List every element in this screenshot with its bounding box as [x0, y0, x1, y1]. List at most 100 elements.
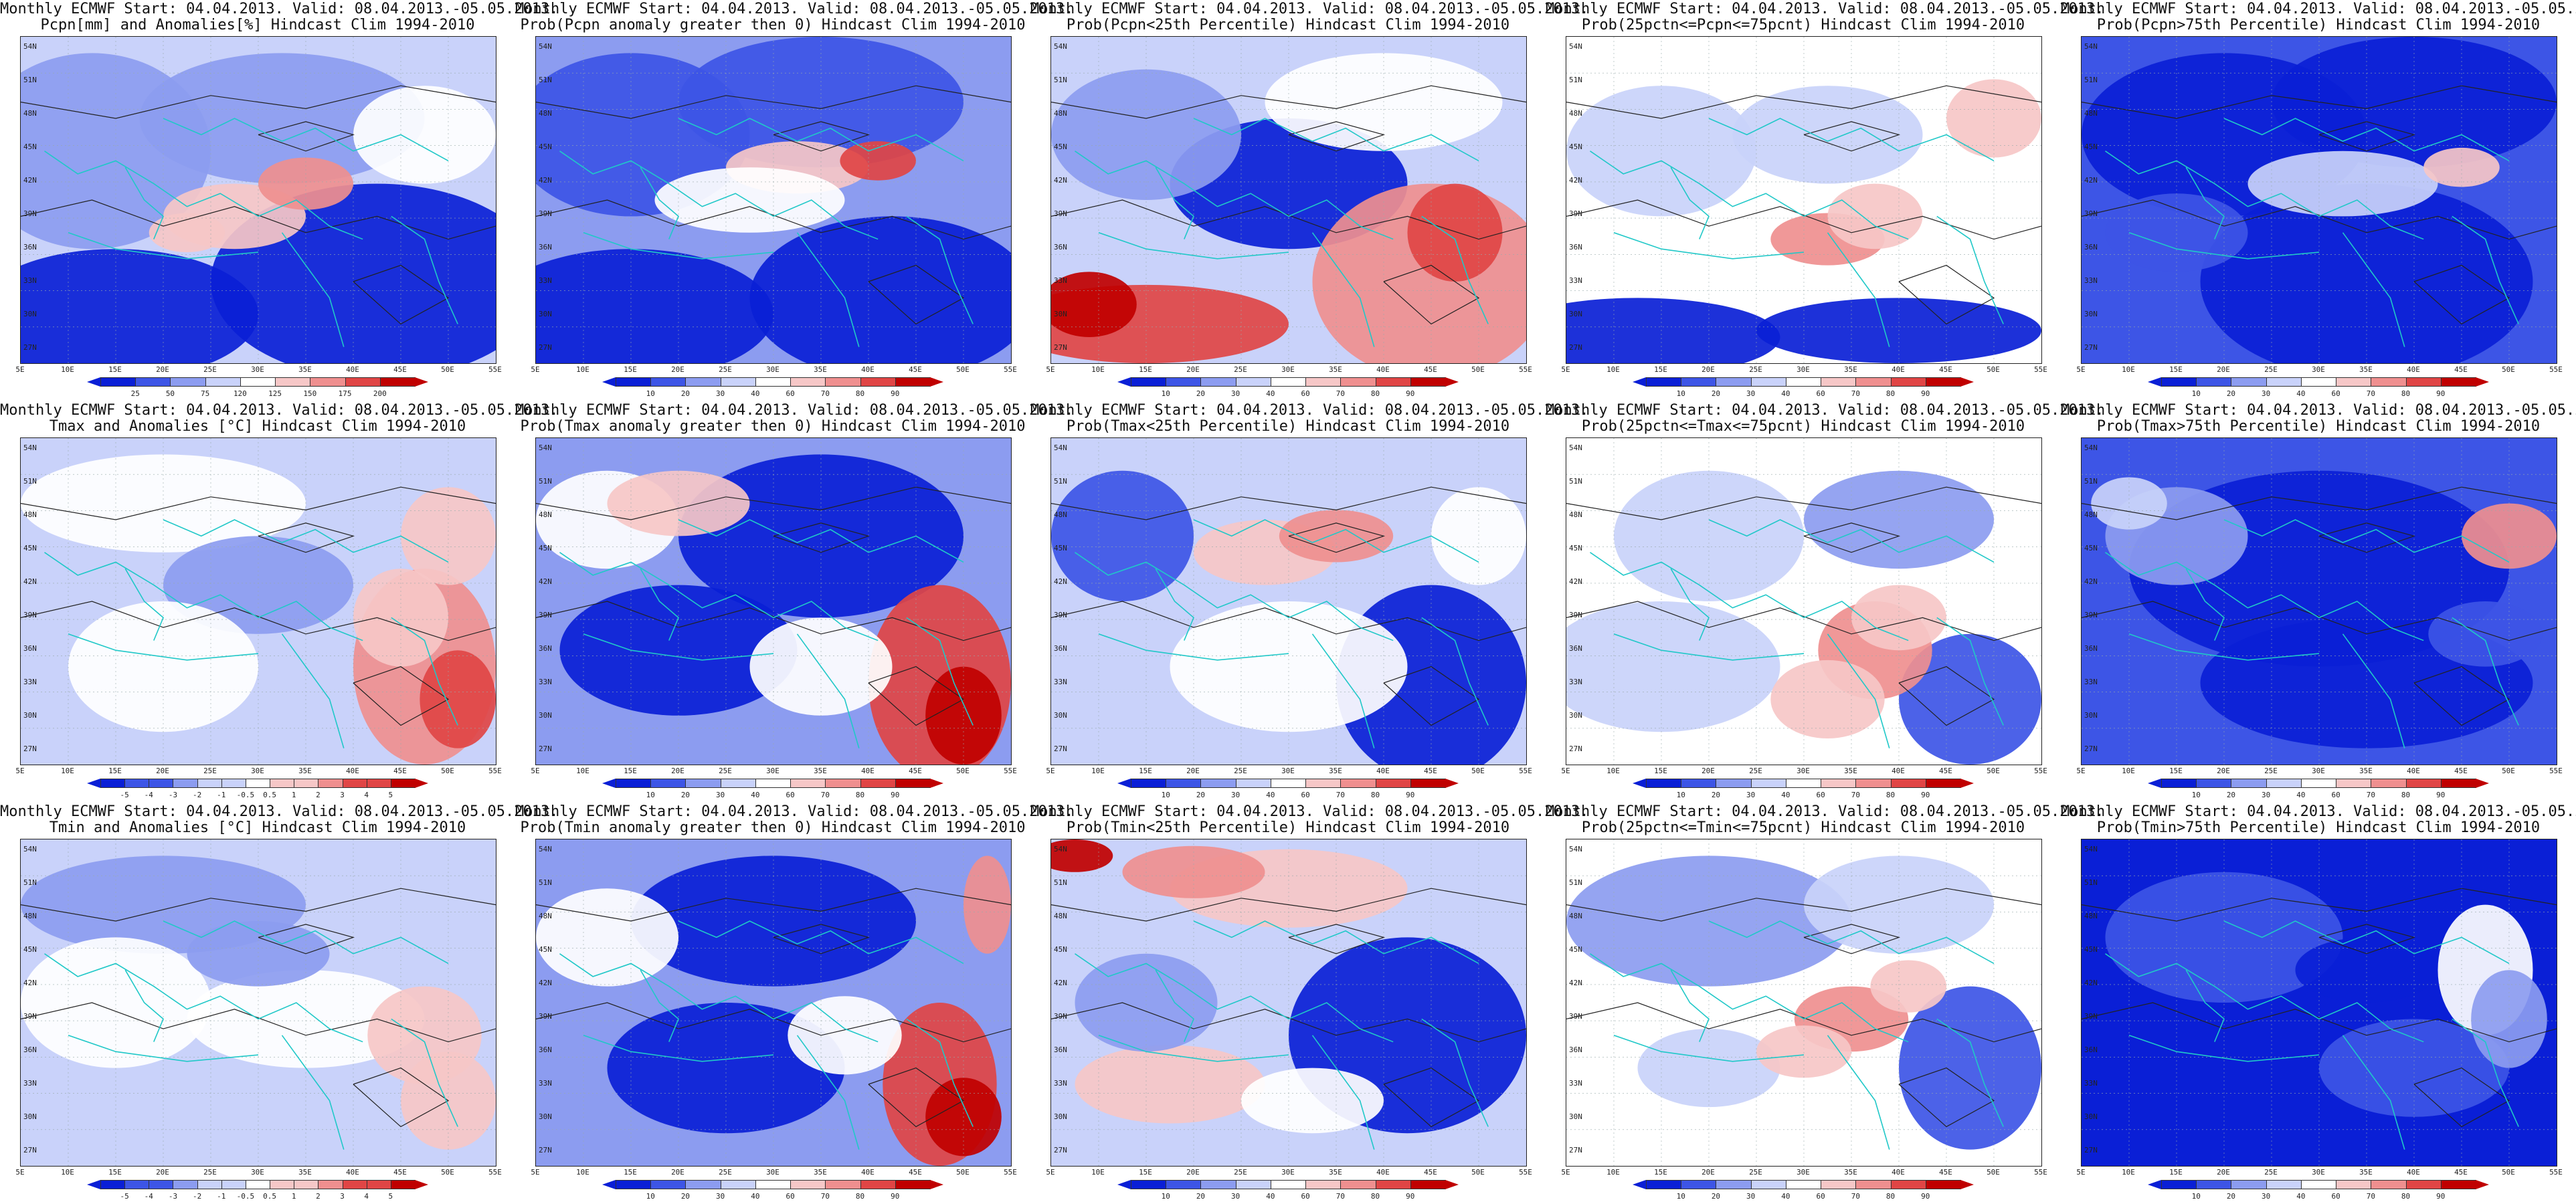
- colorbar-cell: [2161, 1180, 2197, 1189]
- colorbar-label: 20: [2226, 1192, 2236, 1201]
- lat-label: 30N: [23, 711, 37, 720]
- forecast-map: 54N 51N 48N 45N 42N 39N 36N 33N 30N 27N: [1050, 839, 1527, 1167]
- colorbar-cell: [310, 377, 346, 387]
- lon-label: 55E: [1519, 365, 1532, 374]
- colorbar-cell: [1681, 377, 1717, 387]
- colorbar-cell: [1235, 779, 1271, 788]
- lon-label: 35E: [1844, 767, 1857, 775]
- lat-label: 51N: [539, 477, 552, 486]
- lon-label: 25E: [2264, 1168, 2278, 1177]
- colorbar-cell: [720, 779, 756, 788]
- coastline: [2452, 617, 2519, 726]
- lon-label: 45E: [1939, 767, 1952, 775]
- lon-label: 30E: [1797, 767, 1810, 775]
- colorbar-cell: [2300, 377, 2337, 387]
- colorbar-cell: [755, 779, 792, 788]
- colorbar-label: 30: [1231, 1192, 1240, 1201]
- colorbar-label: 1: [291, 791, 296, 799]
- colorbar-label: 175: [338, 389, 352, 398]
- shading-blob: [2105, 193, 2248, 272]
- lat-label: 51N: [23, 76, 37, 84]
- colorbar-cell: [1681, 779, 1717, 788]
- panel-title-line2: Tmax and Anomalies [°C] Hindcast Clim 19…: [49, 418, 466, 435]
- lat-label: 27N: [1569, 343, 1582, 352]
- contour-line: [2413, 1067, 2510, 1128]
- shading-blob: [2247, 150, 2438, 217]
- lat-label: 54N: [1054, 443, 1067, 452]
- contour-line: [536, 199, 1011, 240]
- panel-title-line2: Prob(Tmin>75th Percentile) Hindcast Clim…: [2096, 819, 2541, 836]
- colorbar-label: 20: [1711, 389, 1721, 398]
- lat-label: 30N: [23, 1112, 37, 1121]
- colorbar-cell: [650, 779, 686, 788]
- panel-title-line2: Prob(25pctn<=Tmax<=75pcnt) Hindcast Clim…: [1581, 418, 2025, 435]
- shading-blob: [607, 1003, 845, 1134]
- panel-title-line2: Prob(Pcpn anomaly greater then 0) Hindca…: [520, 17, 1026, 33]
- lon-label: 35E: [2359, 1168, 2373, 1177]
- lat-label: 45N: [1054, 142, 1067, 151]
- colorbar-label: 20: [1196, 791, 1206, 799]
- lat-label: 48N: [1054, 109, 1067, 118]
- lon-label: 30E: [251, 365, 264, 374]
- lon-label: 55E: [2549, 767, 2563, 775]
- lat-label: 45N: [539, 544, 552, 553]
- colorbar-label: 30: [1231, 389, 1240, 398]
- colorbar-cell: [685, 377, 721, 387]
- lon-label: 20E: [2217, 1168, 2230, 1177]
- lon-label: 25E: [1749, 365, 1762, 374]
- lat-label: 45N: [23, 142, 37, 151]
- lat-label: 27N: [23, 343, 37, 352]
- shading-blob: [654, 167, 845, 233]
- colorbar-cell: [2231, 1180, 2267, 1189]
- lat-label: 33N: [23, 1079, 37, 1088]
- colorbar-cell: [318, 779, 343, 788]
- lat-label: 33N: [23, 276, 37, 285]
- lon-label: 20E: [156, 1168, 169, 1177]
- lon-label: 15E: [108, 365, 122, 374]
- contour-line: [1566, 888, 2041, 922]
- lon-label: 50E: [441, 1168, 454, 1177]
- colorbar-label: 80: [855, 791, 865, 799]
- contour-line: [868, 1067, 965, 1128]
- coastline: [640, 969, 679, 1042]
- colorbar-cell: [2266, 779, 2302, 788]
- colorbar-label: 60: [786, 1192, 795, 1201]
- colorbar-cell: [1681, 1180, 1717, 1189]
- lat-label: 48N: [1569, 510, 1582, 519]
- lon-label: 30E: [1281, 365, 1295, 374]
- lat-label: 27N: [2084, 343, 2098, 352]
- forecast-map: 54N 51N 48N 45N 42N 39N 36N 33N 30N 27N: [535, 839, 1012, 1167]
- panel-title-line2: Prob(Tmin anomaly greater then 0) Hindca…: [520, 819, 1026, 836]
- colorbar-end-arrow: [602, 779, 616, 788]
- colorbar: [2148, 779, 2489, 789]
- lat-label: 33N: [539, 276, 552, 285]
- colorbar-cell: [294, 1180, 319, 1189]
- map-panel: Monthly ECMWF Start: 04.04.2013. Valid: …: [0, 401, 558, 803]
- lon-label: 50E: [956, 365, 970, 374]
- lon-label: 20E: [1701, 365, 1715, 374]
- shading-blob: [1899, 633, 2041, 765]
- lat-label: 48N: [23, 109, 37, 118]
- colorbar-cell: [318, 1180, 343, 1189]
- colorbar-cell: [270, 779, 295, 788]
- lat-label: 39N: [23, 611, 37, 619]
- lon-label: 20E: [1186, 365, 1200, 374]
- colorbar-cell: [1340, 1180, 1376, 1189]
- colorbar-cell: [790, 377, 826, 387]
- lon-label: 5E: [15, 365, 25, 374]
- lat-label: 54N: [1569, 845, 1582, 854]
- coastline: [2223, 118, 2510, 162]
- lon-label: 15E: [1139, 365, 1152, 374]
- colorbar-cell: [173, 779, 198, 788]
- shading-blob: [163, 536, 353, 634]
- field-shading: [1051, 438, 1526, 765]
- colorbar-cell: [1270, 377, 1307, 387]
- map-panel: Monthly ECMWF Start: 04.04.2013. Valid: …: [2061, 0, 2576, 401]
- colorbar-label: 90: [1921, 1192, 1930, 1201]
- forecast-map: 54N 51N 48N 45N 42N 39N 36N 33N 30N 27N: [20, 437, 496, 765]
- contour-line: [1383, 264, 1480, 325]
- map-panel: Monthly ECMWF Start: 04.04.2013. Valid: …: [0, 0, 558, 401]
- lon-label: 30E: [251, 767, 264, 775]
- lon-label: 50E: [2502, 767, 2515, 775]
- shading-blob: [1637, 1029, 1780, 1108]
